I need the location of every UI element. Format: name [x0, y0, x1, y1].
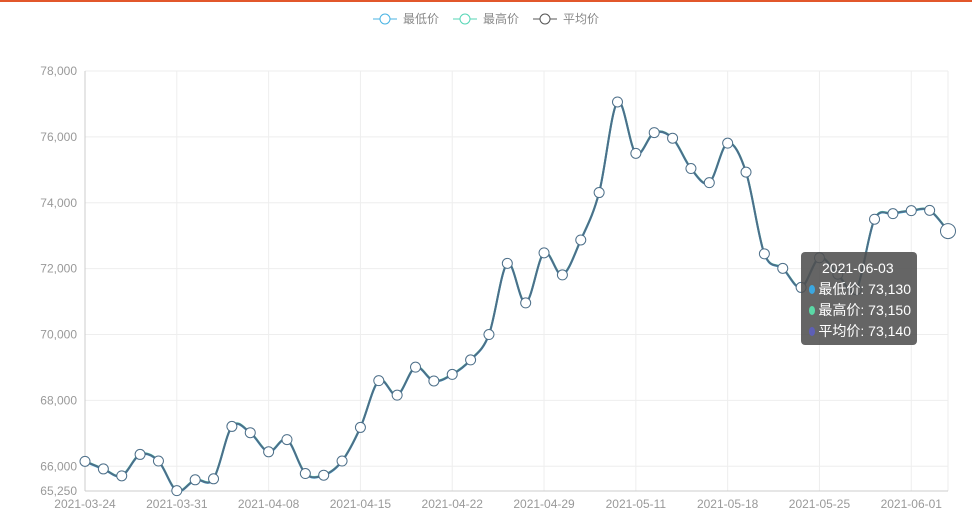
- data-point: [171, 485, 183, 497]
- data-point: [410, 361, 422, 373]
- data-point: [336, 455, 348, 467]
- data-point: [869, 213, 881, 225]
- tooltip-dot-lowest: [809, 285, 816, 294]
- x-tick-label: 2021-04-29: [513, 497, 575, 511]
- data-point: [538, 247, 550, 259]
- data-point: [630, 147, 642, 159]
- data-point: [611, 96, 623, 108]
- data-point: [940, 223, 956, 240]
- data-point: [740, 166, 752, 178]
- data-point: [281, 434, 293, 446]
- data-point: [556, 269, 568, 281]
- data-point: [354, 421, 366, 433]
- data-point: [501, 257, 513, 269]
- x-tick-label: 2021-05-18: [697, 497, 759, 511]
- data-point: [722, 137, 734, 149]
- data-point: [428, 375, 440, 387]
- y-tick-label: 66,000: [40, 459, 77, 473]
- y-tick-label: 76,000: [40, 130, 77, 144]
- data-point: [703, 177, 715, 189]
- legend-item-highest[interactable]: 最高价: [452, 10, 519, 27]
- data-point: [924, 204, 936, 216]
- data-point: [667, 132, 679, 144]
- data-point: [263, 446, 275, 458]
- tooltip-title: 2021-06-03: [822, 260, 894, 276]
- tooltip-text-highest: 最高价: 73,150: [818, 302, 911, 318]
- data-point: [446, 368, 458, 380]
- data-point: [189, 474, 201, 486]
- x-tick-label: 2021-05-11: [606, 497, 667, 511]
- y-tick-label: 70,000: [40, 328, 77, 342]
- x-tick-label: 2021-04-08: [238, 497, 300, 511]
- top-accent-bar: [0, 0, 972, 2]
- tooltip-row-highest: 最高价: 73,150: [809, 300, 911, 321]
- legend-highest-icon: [452, 13, 477, 24]
- y-tick-label: 68,000: [40, 393, 77, 407]
- tooltip-text-lowest: 最低价: 73,130: [818, 281, 911, 297]
- data-point: [887, 208, 899, 220]
- tooltip-text-average: 平均价: 73,140: [818, 323, 911, 339]
- data-point: [226, 420, 238, 432]
- data-point: [685, 163, 697, 175]
- chart-tooltip: 2021-06-03 最低价: 73,130 最高价: 73,150 平均价: …: [801, 252, 917, 345]
- legend-label-lowest: 最低价: [402, 12, 439, 26]
- data-point: [134, 448, 146, 460]
- y-tick-label: 74,000: [40, 196, 77, 210]
- legend-label-average: 平均价: [563, 12, 600, 26]
- data-point: [97, 463, 109, 475]
- data-point: [244, 427, 256, 439]
- data-point: [905, 205, 917, 217]
- y-tick-label: 65,250: [40, 484, 77, 498]
- data-point: [648, 127, 660, 139]
- data-point: [318, 469, 330, 481]
- data-point: [299, 468, 311, 480]
- x-tick-label: 2021-06-01: [881, 497, 943, 511]
- y-tick-label: 72,000: [40, 262, 77, 276]
- data-point: [208, 473, 220, 485]
- legend-average-icon: [533, 13, 557, 24]
- data-point: [777, 262, 789, 274]
- legend-item-lowest[interactable]: 最低价: [372, 10, 439, 27]
- data-point: [373, 375, 385, 387]
- tooltip-dot-highest: [809, 306, 816, 315]
- x-tick-label: 2021-03-24: [54, 497, 116, 511]
- y-tick-label: 78,000: [40, 64, 77, 78]
- x-tick-label: 2021-03-31: [146, 497, 208, 511]
- data-point: [465, 354, 477, 366]
- x-tick-label: 2021-05-25: [789, 497, 851, 511]
- legend-item-average[interactable]: 平均价: [533, 10, 599, 27]
- chart-legend: 最低价 最高价 平均价: [0, 10, 972, 27]
- data-point: [575, 234, 587, 246]
- data-point: [593, 187, 605, 199]
- tooltip-dot-average: [809, 327, 816, 336]
- legend-label-highest: 最高价: [482, 12, 519, 26]
- data-point: [79, 455, 91, 467]
- data-point: [391, 389, 403, 401]
- data-point: [758, 248, 770, 260]
- x-tick-label: 2021-04-15: [330, 497, 392, 511]
- data-point: [520, 297, 532, 309]
- tooltip-row-average: 平均价: 73,140: [809, 321, 911, 342]
- data-point: [152, 455, 164, 467]
- data-point: [483, 329, 495, 341]
- tooltip-row-lowest: 最低价: 73,130: [809, 279, 911, 300]
- data-point: [116, 470, 128, 482]
- x-tick-label: 2021-04-22: [422, 497, 484, 511]
- legend-lowest-icon: [372, 13, 397, 24]
